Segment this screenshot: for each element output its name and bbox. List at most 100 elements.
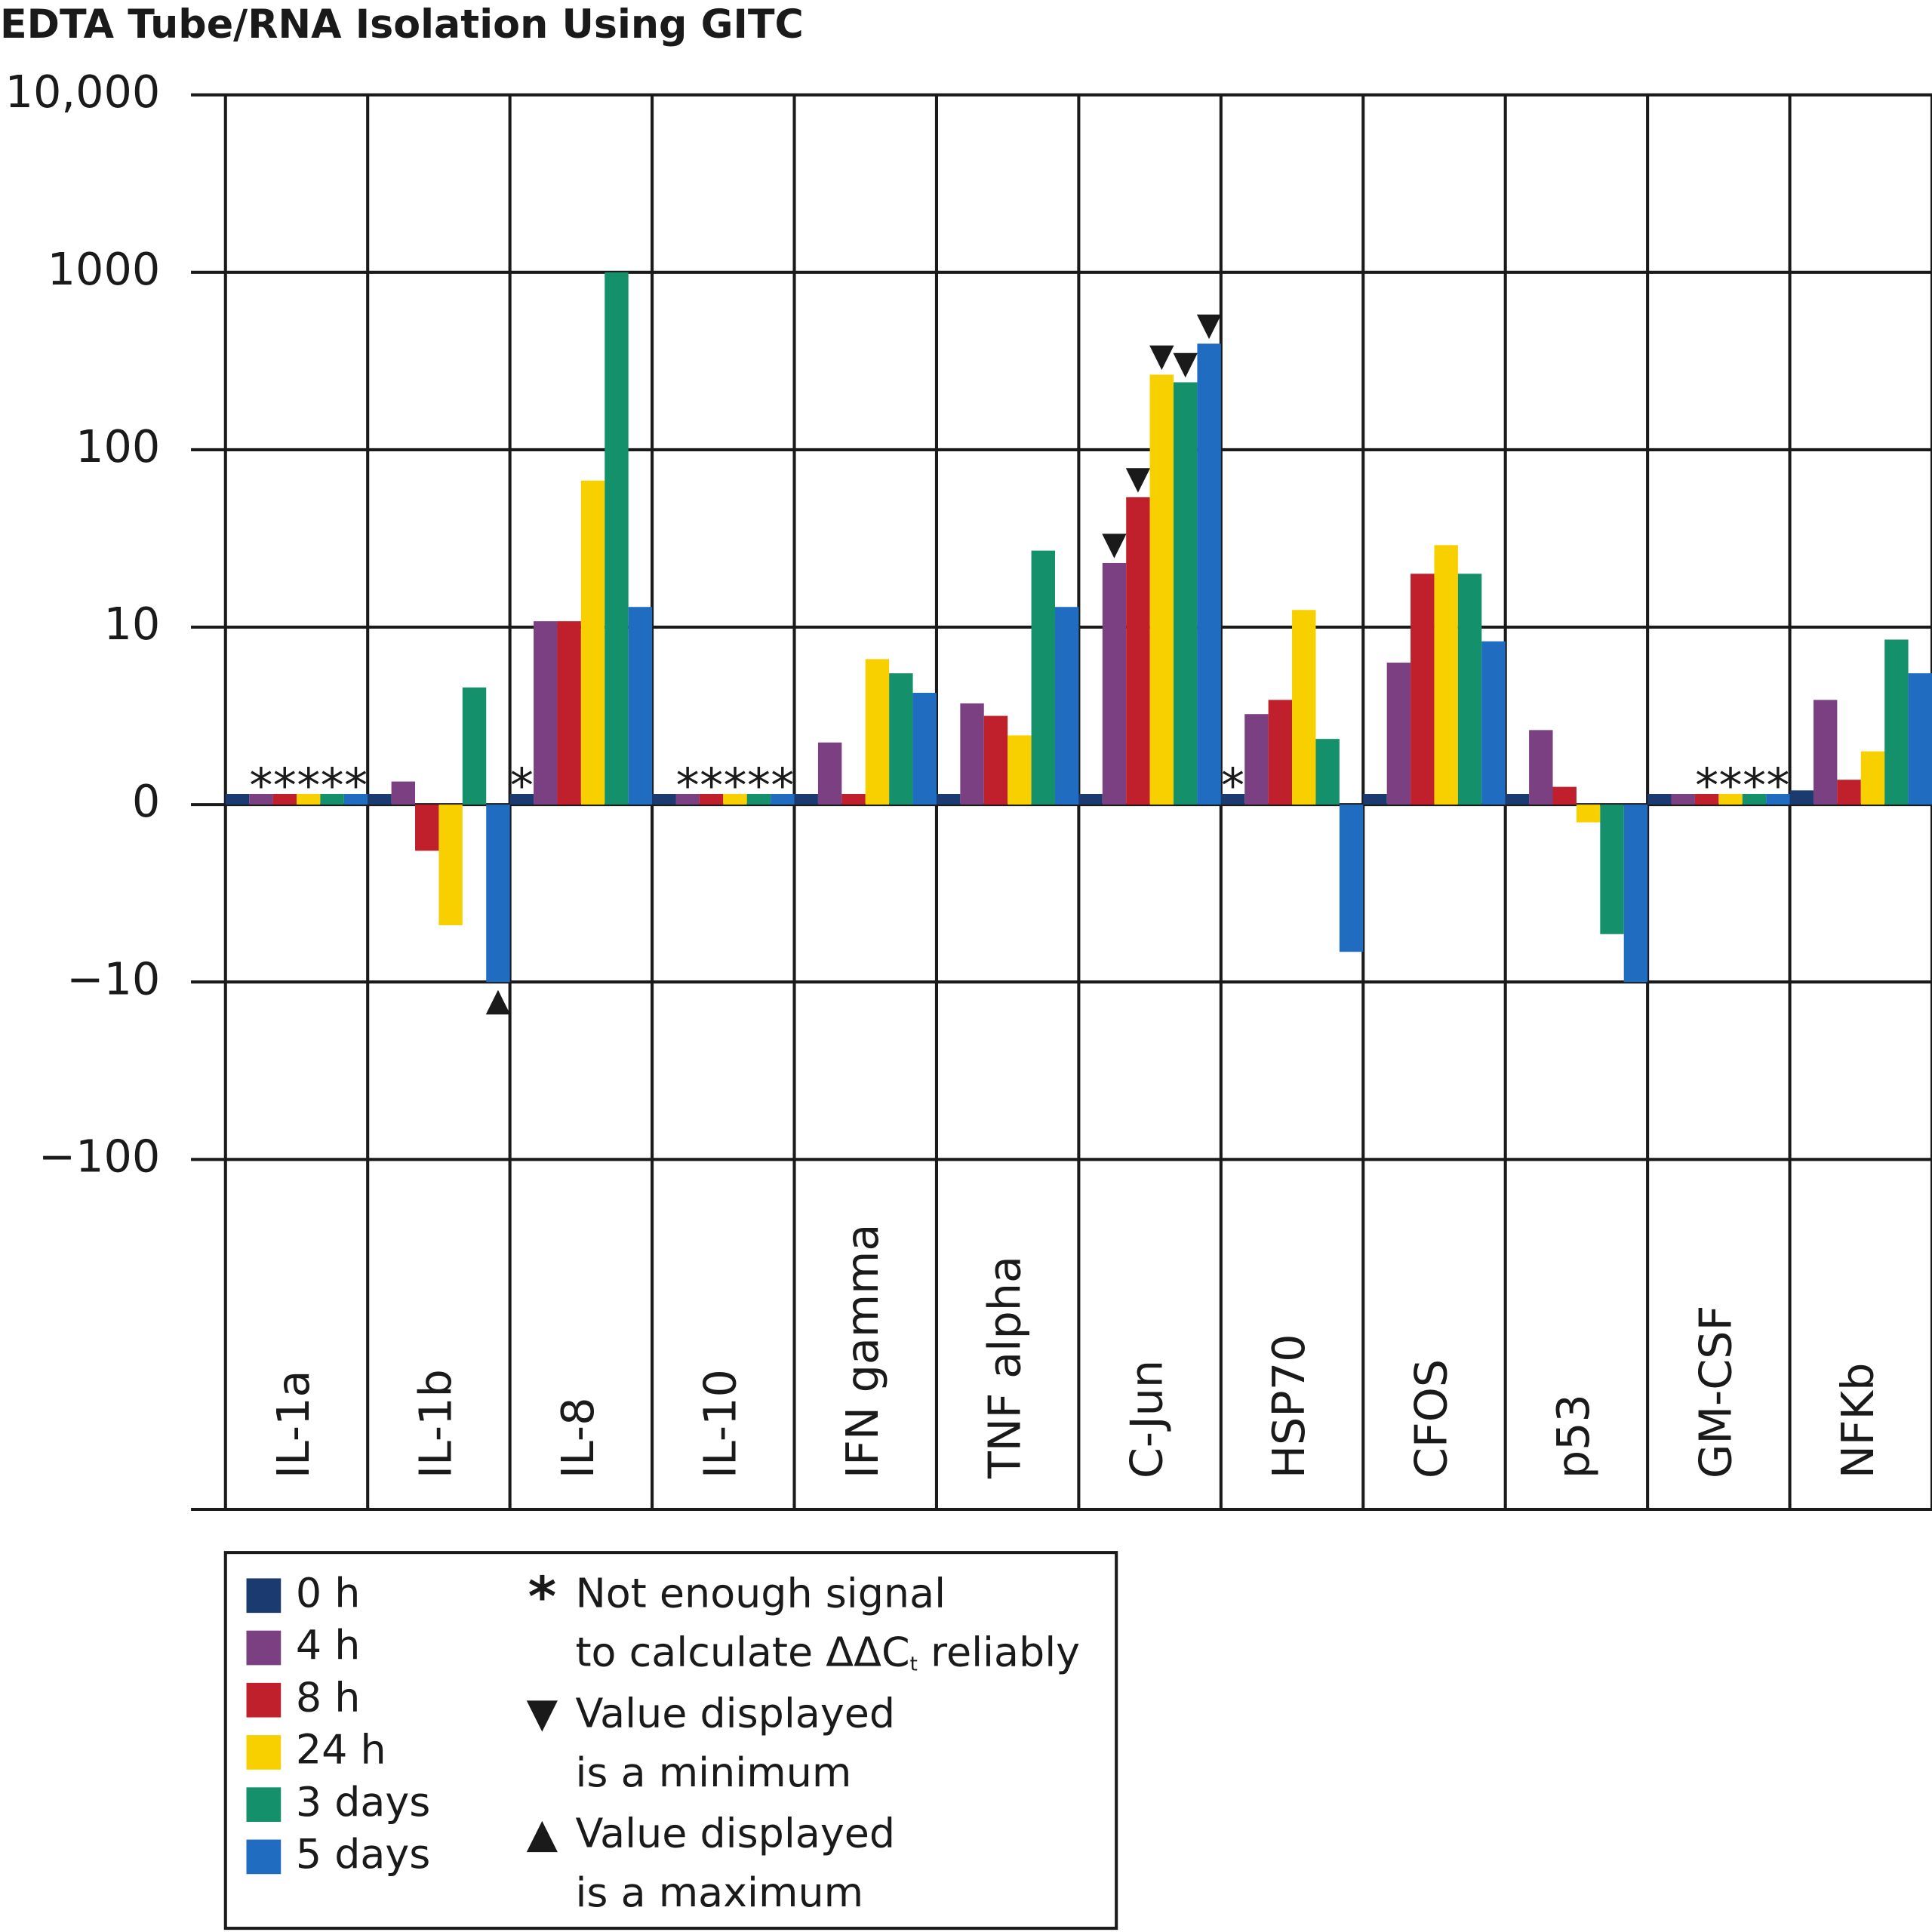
marker-symbol: *	[747, 758, 771, 814]
legend-swatch	[246, 1839, 281, 1875]
legend-label: 5 days	[296, 1830, 431, 1878]
legend-label: 4 h	[296, 1621, 361, 1669]
bar	[605, 272, 629, 805]
marker-symbol: *	[676, 758, 700, 814]
bar	[1386, 663, 1411, 805]
bar	[391, 781, 416, 805]
y-tick-label: 10,000	[5, 66, 161, 118]
bar	[1268, 700, 1293, 805]
bar	[983, 715, 1008, 805]
legend-swatch	[246, 1578, 281, 1614]
legend-swatch	[246, 1630, 281, 1666]
bar	[438, 804, 463, 925]
bar	[675, 794, 700, 805]
y-tick-label: −100	[38, 1130, 160, 1182]
note-text: Value displayed	[575, 1809, 895, 1857]
bar	[1054, 607, 1079, 805]
bar	[1008, 735, 1032, 805]
marker-symbol: ▼	[1173, 345, 1198, 382]
bar	[1647, 794, 1672, 805]
legend-swatch	[246, 1682, 281, 1718]
marker-symbol: ▼	[1102, 526, 1127, 563]
note-text: is a minimum	[575, 1748, 851, 1795]
note-line: is a maximum	[575, 1869, 863, 1916]
bar	[296, 794, 321, 805]
x-tick-label: IFN gamma	[836, 1224, 888, 1479]
note-line: is a minimum	[575, 1748, 851, 1795]
bar	[1292, 610, 1316, 805]
bar	[1481, 641, 1506, 805]
note-tail: reliably	[918, 1628, 1080, 1675]
note-subscript: t	[910, 1653, 918, 1675]
marker-symbol: *	[344, 758, 368, 814]
marker-symbol: *	[1719, 758, 1743, 814]
bar	[723, 794, 747, 805]
x-tick-label: HSP70	[1263, 1334, 1315, 1478]
bar	[1220, 794, 1245, 805]
bar	[841, 794, 866, 805]
marker-symbol: *	[510, 758, 534, 814]
legend-label: 8 h	[296, 1673, 361, 1721]
y-tick-label: 100	[75, 420, 160, 472]
bar	[1244, 714, 1269, 805]
bar	[249, 794, 273, 805]
bar	[1671, 794, 1695, 805]
bar	[343, 794, 368, 805]
legend-label: 0 h	[296, 1569, 361, 1617]
marker-symbol: *	[1743, 758, 1766, 814]
bar	[1860, 751, 1885, 805]
bar	[1149, 374, 1174, 805]
bar	[652, 794, 676, 805]
bar	[936, 794, 961, 805]
bar	[628, 607, 653, 805]
bar	[699, 794, 724, 805]
marker-symbol: ▼	[1126, 460, 1151, 497]
note-line: Not enough signal	[575, 1569, 946, 1617]
y-tick-label: 1000	[48, 243, 161, 295]
x-tick-label: CFOS	[1405, 1359, 1457, 1478]
bar	[1434, 545, 1458, 805]
bar	[1363, 794, 1387, 805]
bar	[1837, 780, 1861, 805]
bar	[1457, 574, 1482, 805]
bar	[580, 480, 605, 805]
bar	[889, 673, 913, 805]
bar	[960, 703, 984, 805]
bar	[1174, 382, 1198, 805]
bar	[794, 794, 818, 805]
bar	[368, 794, 392, 805]
bar	[557, 621, 581, 805]
bar	[509, 794, 534, 805]
bar	[1694, 794, 1719, 805]
marker-symbol: ▼	[1149, 337, 1174, 374]
x-tick-label: IL-10	[694, 1369, 746, 1478]
x-tick-label: GM-CSF	[1689, 1306, 1741, 1479]
bar	[225, 794, 250, 805]
bar	[1411, 574, 1435, 805]
bar	[1505, 794, 1530, 805]
bar	[817, 742, 842, 805]
note-line: Value displayed	[575, 1809, 895, 1857]
note-symbol: *	[528, 1564, 557, 1628]
bar	[912, 693, 937, 805]
bar	[1813, 700, 1838, 805]
x-tick-label: TNF alpha	[978, 1256, 1030, 1479]
bar	[1766, 794, 1790, 805]
marker-symbol: *	[1695, 758, 1718, 814]
x-tick-label: IL-1b	[410, 1369, 462, 1478]
bar	[1576, 804, 1601, 823]
note-text: is a maximum	[575, 1869, 863, 1916]
marker-symbol: *	[249, 758, 272, 814]
bar	[1908, 673, 1932, 805]
marker-symbol: *	[297, 758, 320, 814]
note-text: Value displayed	[575, 1689, 895, 1737]
bar	[771, 794, 795, 805]
marker-symbol: *	[771, 758, 794, 814]
x-tick-label: IL-1a	[267, 1371, 319, 1479]
bar	[1315, 739, 1340, 805]
bar	[415, 804, 439, 851]
bar	[1339, 804, 1364, 952]
y-tick-label: 0	[132, 775, 160, 827]
bar	[1742, 794, 1767, 805]
